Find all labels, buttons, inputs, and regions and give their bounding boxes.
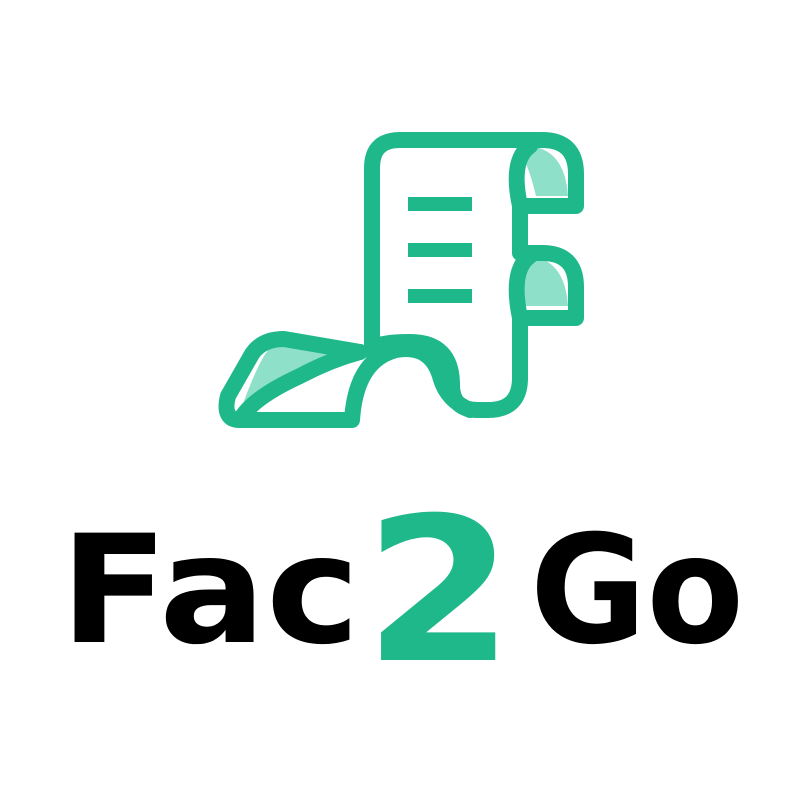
wordmark-go: Go	[530, 504, 744, 678]
curl-fill-top	[520, 146, 568, 196]
curl-fill-middle	[520, 256, 568, 306]
wordmark-2: 2	[364, 475, 514, 708]
curl-line-middle	[508, 248, 538, 326]
bottom-roll-inner	[232, 344, 368, 428]
wordmark-fac: Fac	[60, 504, 360, 678]
bottom-roll-outline	[218, 331, 478, 428]
scroll-body-outline	[364, 132, 584, 418]
curl-line-top	[508, 138, 538, 214]
